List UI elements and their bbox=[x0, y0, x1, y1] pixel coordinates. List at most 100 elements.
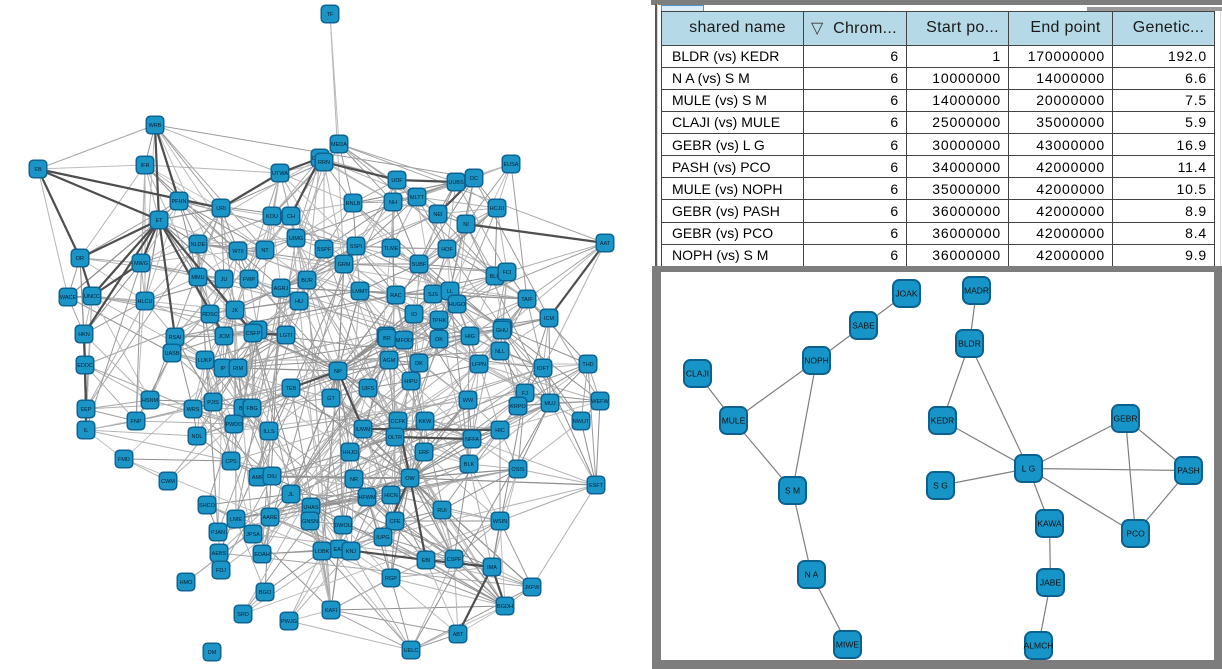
svg-text:ILLS: ILLS bbox=[263, 429, 275, 435]
svg-text:KEDR: KEDR bbox=[930, 415, 954, 425]
svg-text:HIPU: HIPU bbox=[404, 379, 417, 385]
svg-text:BGO: BGO bbox=[259, 590, 272, 596]
svg-text:NP: NP bbox=[334, 369, 342, 375]
svg-text:MEDA: MEDA bbox=[331, 142, 347, 148]
svg-text:HCJU: HCJU bbox=[490, 206, 505, 212]
svg-text:AAT: AAT bbox=[600, 241, 611, 247]
svg-text:EEP: EEP bbox=[80, 407, 91, 413]
svg-text:AGRJ: AGRJ bbox=[274, 286, 289, 292]
svg-text:SSPF: SSPF bbox=[317, 247, 332, 253]
svg-text:MMU: MMU bbox=[191, 275, 204, 281]
svg-text:OW: OW bbox=[405, 476, 415, 482]
svg-text:DWOU: DWOU bbox=[334, 523, 351, 529]
svg-text:GNSN: GNSN bbox=[302, 519, 318, 525]
svg-text:ABT: ABT bbox=[453, 632, 464, 638]
svg-text:WTII: WTII bbox=[232, 249, 244, 255]
svg-text:JABE: JABE bbox=[1039, 577, 1061, 587]
svg-text:KAWA: KAWA bbox=[1037, 518, 1062, 528]
svg-text:DM: DM bbox=[208, 650, 217, 656]
svg-text:PJIS: PJIS bbox=[207, 400, 219, 406]
svg-text:PFHN: PFHN bbox=[172, 199, 187, 205]
svg-text:KKW: KKW bbox=[419, 419, 432, 425]
svg-text:NFFA: NFFA bbox=[465, 437, 479, 443]
svg-text:GHU: GHU bbox=[496, 328, 508, 334]
svg-text:CWM: CWM bbox=[161, 479, 175, 485]
svg-text:UASB: UASB bbox=[165, 351, 180, 357]
svg-text:EAP: EAP bbox=[333, 547, 344, 553]
svg-text:MUJ: MUJ bbox=[544, 401, 556, 407]
svg-text:RGP: RGP bbox=[385, 576, 397, 582]
svg-text:SHCO: SHCO bbox=[199, 503, 216, 509]
svg-text:HOF: HOF bbox=[441, 247, 453, 253]
svg-text:HUGO: HUGO bbox=[449, 302, 466, 308]
svg-text:KRPO: KRPO bbox=[510, 404, 526, 410]
svg-text:WRS: WRS bbox=[187, 407, 200, 413]
svg-text:UHAS: UHAS bbox=[303, 505, 319, 511]
svg-text:EBI: EBI bbox=[422, 558, 431, 564]
svg-text:RUI: RUI bbox=[437, 508, 447, 514]
svg-text:NT: NT bbox=[261, 248, 269, 254]
svg-text:PWDO: PWDO bbox=[225, 422, 243, 428]
svg-text:JOAK: JOAK bbox=[895, 288, 918, 298]
svg-text:FMD: FMD bbox=[118, 457, 130, 463]
svg-text:OK: OK bbox=[435, 337, 443, 343]
svg-text:NDL: NDL bbox=[191, 434, 202, 440]
svg-text:PCO: PCO bbox=[1126, 528, 1145, 538]
svg-text:WRB: WRB bbox=[149, 123, 162, 129]
svg-text:NH: NH bbox=[389, 200, 397, 206]
svg-text:CSPF: CSPF bbox=[447, 557, 462, 563]
svg-text:NR: NR bbox=[350, 477, 358, 483]
svg-text:BUR: BUR bbox=[301, 278, 313, 284]
svg-text:HU: HU bbox=[295, 299, 303, 305]
svg-text:FCI: FCI bbox=[503, 270, 512, 276]
svg-text:RRN: RRN bbox=[318, 160, 330, 166]
svg-text:DIU: DIU bbox=[267, 474, 277, 480]
svg-text:ESFT: ESFT bbox=[589, 483, 604, 489]
svg-text:PWJG: PWJG bbox=[281, 619, 297, 625]
svg-text:PJAN: PJAN bbox=[211, 530, 225, 536]
svg-text:LOBK: LOBK bbox=[315, 549, 330, 555]
svg-text:FBG: FBG bbox=[246, 406, 257, 412]
svg-text:LNIE: LNIE bbox=[230, 517, 243, 523]
svg-text:FWP: FWP bbox=[243, 277, 256, 283]
svg-text:CPS: CPS bbox=[225, 459, 237, 465]
svg-text:LUKP: LUKP bbox=[198, 358, 213, 364]
svg-text:SSPI: SSPI bbox=[350, 244, 363, 250]
svg-text:RSAI: RSAI bbox=[169, 335, 182, 341]
svg-text:TEB: TEB bbox=[286, 386, 297, 392]
svg-text:HICN: HICN bbox=[384, 493, 397, 499]
svg-text:JL: JL bbox=[288, 492, 294, 498]
svg-text:GEBR: GEBR bbox=[1113, 413, 1137, 423]
svg-text:AARE: AARE bbox=[263, 515, 278, 521]
svg-text:DK: DK bbox=[415, 361, 423, 367]
svg-text:PASH: PASH bbox=[1177, 465, 1200, 475]
svg-text:IO: IO bbox=[411, 312, 418, 318]
svg-text:FDJ: FDJ bbox=[216, 568, 226, 574]
svg-text:NI: NI bbox=[463, 222, 469, 228]
svg-text:MWG: MWG bbox=[134, 261, 148, 267]
svg-text:JK: JK bbox=[232, 308, 239, 314]
svg-text:JPSA: JPSA bbox=[246, 532, 260, 538]
svg-text:HHJO: HHJO bbox=[343, 450, 359, 456]
svg-text:L G: L G bbox=[1021, 463, 1034, 473]
svg-text:CSFP: CSFP bbox=[246, 331, 261, 337]
svg-text:EOAH: EOAH bbox=[254, 552, 270, 558]
svg-text:BR: BR bbox=[383, 336, 391, 342]
svg-text:LL: LL bbox=[447, 289, 453, 295]
svg-text:SUBF: SUBF bbox=[412, 262, 427, 268]
svg-text:RAC: RAC bbox=[390, 293, 402, 299]
svg-text:LGTI: LGTI bbox=[280, 333, 293, 339]
svg-text:AEBS: AEBS bbox=[212, 551, 227, 557]
svg-text:EDDC: EDDC bbox=[77, 363, 93, 369]
svg-text:NOPH: NOPH bbox=[804, 355, 829, 365]
svg-text:NLDE: NLDE bbox=[191, 242, 206, 248]
svg-text:URI: URI bbox=[216, 206, 226, 212]
svg-text:HSNM: HSNM bbox=[142, 398, 159, 404]
svg-text:OSIS: OSIS bbox=[511, 467, 524, 473]
svg-text:FJ: FJ bbox=[522, 391, 528, 397]
svg-text:HIG: HIG bbox=[465, 334, 475, 340]
svg-text:OLTR: OLTR bbox=[388, 435, 402, 441]
svg-text:WACE: WACE bbox=[60, 295, 77, 301]
svg-text:RDSC: RDSC bbox=[202, 312, 218, 318]
svg-text:WEFW: WEFW bbox=[591, 399, 609, 405]
